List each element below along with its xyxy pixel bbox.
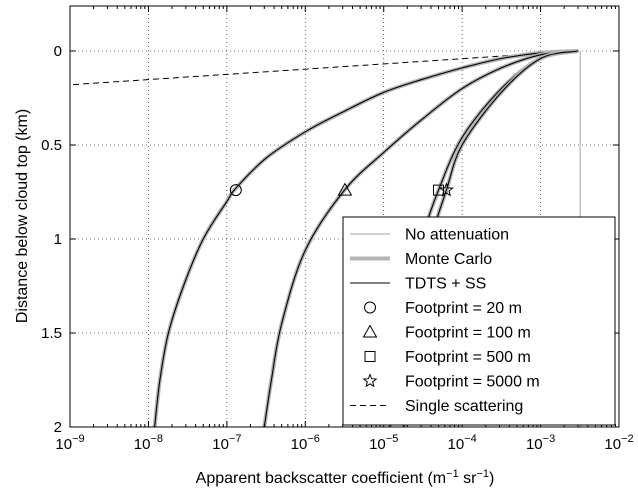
legend-label: Footprint = 500 m	[405, 349, 531, 366]
legend-swatch-triangle	[362, 324, 378, 338]
legend-item: Footprint = 100 m	[362, 324, 531, 342]
legend-item: Footprint = 5000 m	[362, 373, 540, 391]
x-tick-label-exp: −9	[72, 433, 85, 445]
legend-item: TDTS + SS	[350, 276, 486, 293]
x-tick-label-exp: −6	[307, 433, 320, 445]
x-tick-label: 10−2	[604, 433, 633, 453]
legend-label: Single scattering	[405, 398, 523, 415]
x-axis-title-exp2: −1	[476, 468, 489, 480]
y-tick-label: 0.5	[41, 137, 62, 154]
legend-items: No attenuation Monte Carlo TDTS + SS Footpr…	[350, 227, 540, 415]
x-axis-title-end: )	[489, 470, 494, 487]
legend-item: Footprint = 500 m	[364, 349, 531, 366]
x-tick-label-base: 10	[369, 436, 386, 453]
legend-label: TDTS + SS	[405, 276, 486, 293]
legend: No attenuation Monte Carlo TDTS + SS Footpr…	[342, 216, 616, 426]
series-single-scattering	[69, 50, 579, 86]
y-tick-label: 1	[54, 231, 62, 248]
x-tick-label-exp: −2	[621, 433, 634, 445]
marker-layer	[229, 182, 454, 197]
x-axis-title-main: Apparent backscatter coefficient (m	[196, 470, 447, 487]
x-tick-label-exp: −3	[543, 433, 556, 445]
legend-swatch-star	[362, 373, 378, 388]
legend-item: Footprint = 20 m	[364, 300, 522, 317]
y-tick-label: 0	[54, 43, 62, 60]
legend-label: No attenuation	[405, 227, 509, 244]
plot-frame	[69, 5, 620, 428]
x-tick-label-base: 10	[448, 436, 465, 453]
marker-star-5000m	[438, 182, 454, 197]
x-tick-label-exp: −4	[464, 433, 477, 445]
x-tick-label: 10−6	[291, 433, 320, 453]
legend-swatch-circle	[364, 301, 376, 314]
x-tick-label: 10−5	[369, 433, 398, 453]
y-axis-title: Distance below cloud top (km)	[14, 109, 31, 323]
legend-box	[342, 216, 616, 426]
x-tick-label-base: 10	[134, 436, 151, 453]
marker-square-500m	[433, 184, 445, 196]
y-tick-label: 1.5	[41, 325, 62, 342]
y-tick-label: 2	[54, 419, 62, 436]
legend-label: Monte Carlo	[405, 251, 492, 268]
x-tick-label: 10−7	[212, 433, 241, 453]
marker-circle-20m	[229, 184, 242, 197]
series-tdts-20m	[154, 50, 579, 428]
x-axis-title-mid: sr	[459, 470, 477, 487]
series-tdts-100m	[263, 50, 579, 428]
legend-swatch-square	[364, 351, 376, 362]
tick-labels: 10−9 10−8 10−7 10−6 10−5 10−4 10−3 10−200.511.5…	[41, 43, 633, 453]
x-tick-label: 10−3	[526, 433, 555, 453]
x-tick-label-base: 10	[55, 436, 72, 453]
legend-item: Monte Carlo	[350, 251, 492, 268]
x-tick-label-base: 10	[604, 436, 621, 453]
x-tick-label-base: 10	[212, 436, 229, 453]
x-tick-label-exp: −8	[150, 433, 163, 445]
legend-item: Single scattering	[350, 398, 523, 415]
x-axis-title-exp1: −1	[446, 468, 459, 480]
legend-label: Footprint = 100 m	[405, 325, 531, 342]
legend-label: Footprint = 5000 m	[405, 374, 540, 391]
x-tick-label-base: 10	[291, 436, 308, 453]
legend-item: No attenuation	[350, 227, 509, 244]
x-tick-label: 10−4	[448, 433, 477, 453]
legend-label: Footprint = 20 m	[405, 300, 522, 317]
marker-triangle-100m	[337, 182, 353, 196]
x-tick-label-exp: −7	[229, 433, 242, 445]
x-tick-label: 10−9	[55, 433, 84, 453]
x-tick-label-exp: −5	[386, 433, 399, 445]
x-tick-label-base: 10	[526, 436, 543, 453]
x-axis-title: Apparent backscatter coefficient (m−1 sr…	[196, 468, 495, 487]
x-tick-label: 10−8	[134, 433, 163, 453]
